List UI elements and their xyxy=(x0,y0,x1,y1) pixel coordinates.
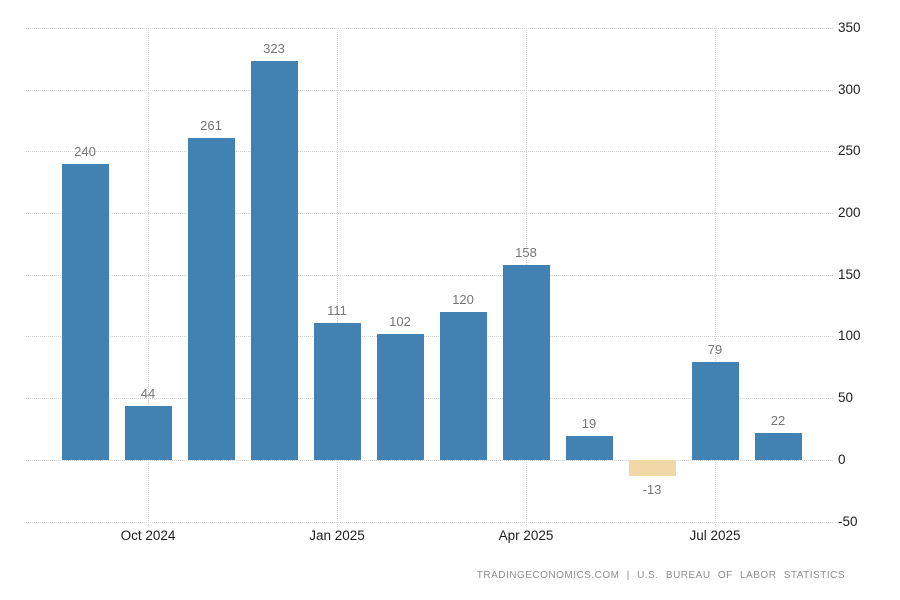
bar-value-label: 44 xyxy=(140,385,156,401)
gridline-vertical xyxy=(148,28,149,527)
y-tick-label: 250 xyxy=(838,143,861,159)
bar-value-label: -13 xyxy=(642,481,662,497)
x-tick-label: Oct 2024 xyxy=(120,528,176,543)
bar-value-label: 111 xyxy=(327,302,347,318)
gridline-horizontal xyxy=(26,151,833,153)
gridline-horizontal xyxy=(26,274,833,276)
y-tick-label: 0 xyxy=(838,451,846,467)
gridline-vertical xyxy=(715,28,716,527)
bar[interactable] xyxy=(250,61,298,460)
y-tick-label: 300 xyxy=(838,81,861,97)
bar-value-label: 261 xyxy=(200,117,222,133)
y-tick-label: 100 xyxy=(838,328,861,344)
bar[interactable] xyxy=(691,362,739,460)
x-tick-label: Jul 2025 xyxy=(689,528,741,543)
gridline-horizontal xyxy=(26,336,833,338)
gridline-horizontal xyxy=(26,213,833,215)
bar[interactable] xyxy=(61,163,109,460)
bar[interactable] xyxy=(754,432,802,460)
bar[interactable] xyxy=(313,322,361,460)
bar-value-label: 158 xyxy=(515,244,537,260)
bar-value-label: 79 xyxy=(707,342,723,358)
gridline-vertical xyxy=(337,28,338,527)
gridline-horizontal xyxy=(26,28,833,29)
gridline-horizontal xyxy=(26,398,833,400)
bar[interactable] xyxy=(439,311,487,460)
y-tick-label: 50 xyxy=(838,390,854,406)
x-tick-label: Apr 2025 xyxy=(498,528,554,543)
gridline-horizontal xyxy=(26,521,833,523)
bar-value-label: 19 xyxy=(581,416,597,432)
bar[interactable] xyxy=(187,137,235,460)
bar[interactable] xyxy=(565,436,613,460)
gridline-horizontal xyxy=(26,89,833,91)
y-tick-label: 150 xyxy=(838,266,861,282)
bar[interactable] xyxy=(502,264,550,460)
y-tick-label: 200 xyxy=(838,205,861,221)
x-tick-label: Jan 2025 xyxy=(309,528,365,543)
bar-value-label: 22 xyxy=(770,412,786,428)
bar-value-label: 240 xyxy=(74,143,96,159)
bar-value-label: 323 xyxy=(263,41,285,57)
bar[interactable] xyxy=(628,459,676,476)
bar[interactable] xyxy=(376,333,424,460)
bar[interactable] xyxy=(124,405,172,460)
bar-value-label: 102 xyxy=(389,313,411,329)
bar-value-label: 120 xyxy=(452,291,474,307)
gridline-horizontal xyxy=(26,459,833,461)
y-tick-label: 350 xyxy=(838,20,861,35)
source-attribution: TRADINGECONOMICS.COM | U.S. BUREAU OF LA… xyxy=(476,570,845,581)
y-tick-label: -50 xyxy=(838,513,858,529)
